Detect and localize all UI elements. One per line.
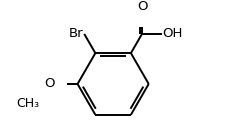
Text: O: O <box>44 77 55 90</box>
Text: CH₃: CH₃ <box>16 97 39 110</box>
Text: OH: OH <box>162 27 182 40</box>
Text: Br: Br <box>68 27 83 40</box>
Text: O: O <box>137 0 147 13</box>
